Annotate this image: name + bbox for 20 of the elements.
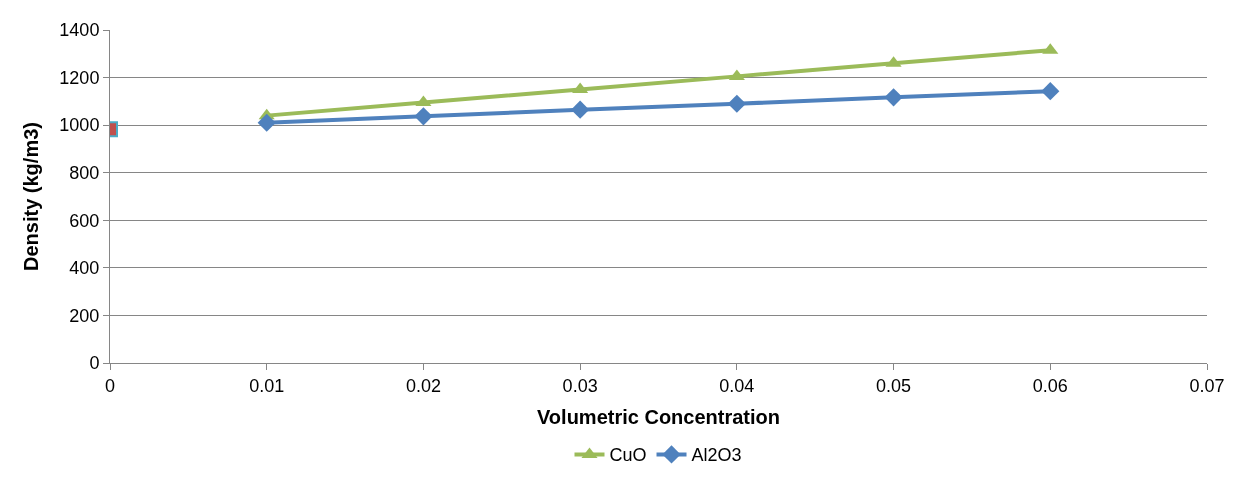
x-tick-label: 0.01: [249, 375, 285, 396]
legend-label: Al2O3: [691, 445, 742, 466]
y-tick-label: 0: [89, 353, 100, 374]
x-tick-label: 0.06: [1032, 375, 1068, 396]
x-axis-title: Volumetric Concentration: [537, 406, 780, 429]
y-tick-label: 600: [69, 210, 100, 231]
y-tick-label: 200: [69, 305, 100, 326]
x-tick-label: 0.04: [719, 375, 755, 396]
y-tick-label: 1000: [59, 115, 100, 136]
x-tick-label: 0.02: [405, 375, 441, 396]
x-tick-label: 0.07: [1189, 375, 1225, 396]
x-tick-label: 0.05: [876, 375, 912, 396]
y-tick-label: 1400: [59, 20, 100, 41]
x-tick-label: 0.03: [562, 375, 598, 396]
y-tick-label: 400: [69, 258, 100, 279]
x-tick-label: 0: [104, 375, 116, 396]
y-tick-label: 800: [69, 163, 100, 184]
y-axis-title: Density (kg/m3): [19, 122, 42, 271]
legend-label: CuO: [609, 445, 647, 466]
y-tick-label: 1200: [59, 67, 100, 88]
